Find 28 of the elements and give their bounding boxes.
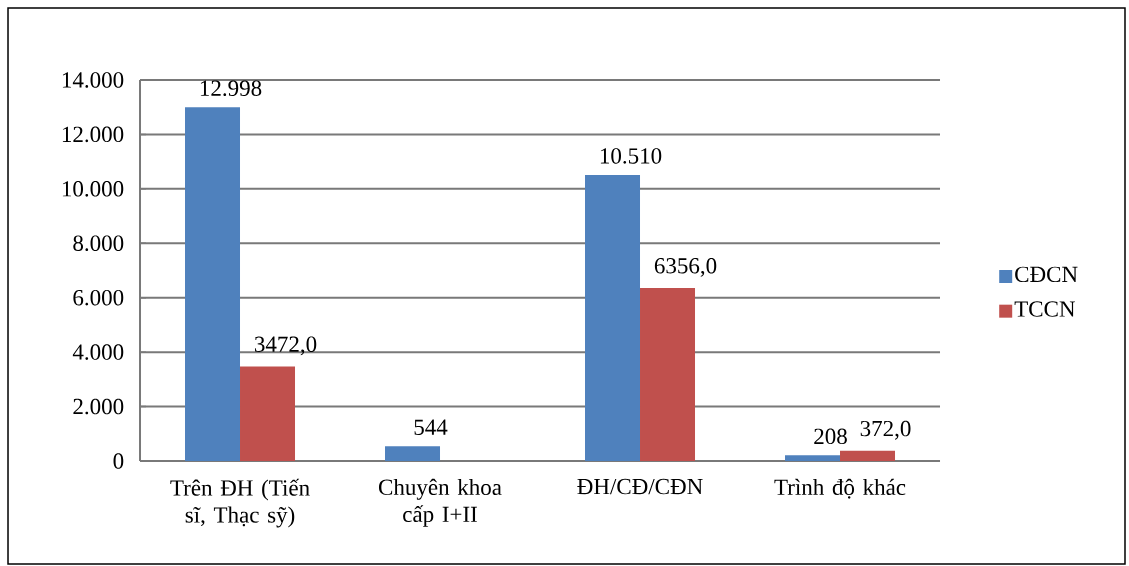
data-label: 372,0 — [860, 420, 911, 440]
x-tick-label: Trên ĐH (Tiến sĩ, Thạc sỹ) — [170, 478, 310, 528]
x-tick-label: ĐH/CĐ/CĐN — [577, 478, 703, 495]
y-tick-label: 12.000 — [62, 126, 124, 143]
y-tick-label: 0 — [113, 453, 124, 469]
data-label: 208 — [814, 428, 847, 445]
legend-label: TCCN — [1014, 301, 1076, 317]
bar — [640, 288, 696, 461]
bar — [385, 446, 441, 461]
y-tick-label: 2.000 — [73, 398, 124, 415]
bar — [240, 366, 296, 461]
x-tick-label: Chuyên khoa cấp I+II — [378, 478, 502, 527]
y-tick-label: 6.000 — [73, 289, 124, 306]
bar — [840, 450, 896, 461]
bar — [585, 174, 641, 461]
data-label: 3472,0 — [254, 336, 317, 356]
legend-label: CĐCN — [1015, 266, 1078, 283]
y-tick-label: 8.000 — [73, 235, 124, 252]
y-tick-label: 10.000 — [62, 181, 124, 197]
y-tick-label: 14.000 — [62, 72, 124, 88]
y-tick-label: 4.000 — [72, 344, 124, 360]
data-label: 10.510 — [600, 148, 662, 164]
x-tick-label: Trình độ khác — [774, 478, 906, 499]
data-label: 544 — [414, 419, 448, 435]
bar — [785, 455, 841, 461]
data-label: 6356,0 — [654, 257, 717, 277]
data-label: 12.998 — [200, 80, 262, 97]
bar — [185, 107, 241, 461]
